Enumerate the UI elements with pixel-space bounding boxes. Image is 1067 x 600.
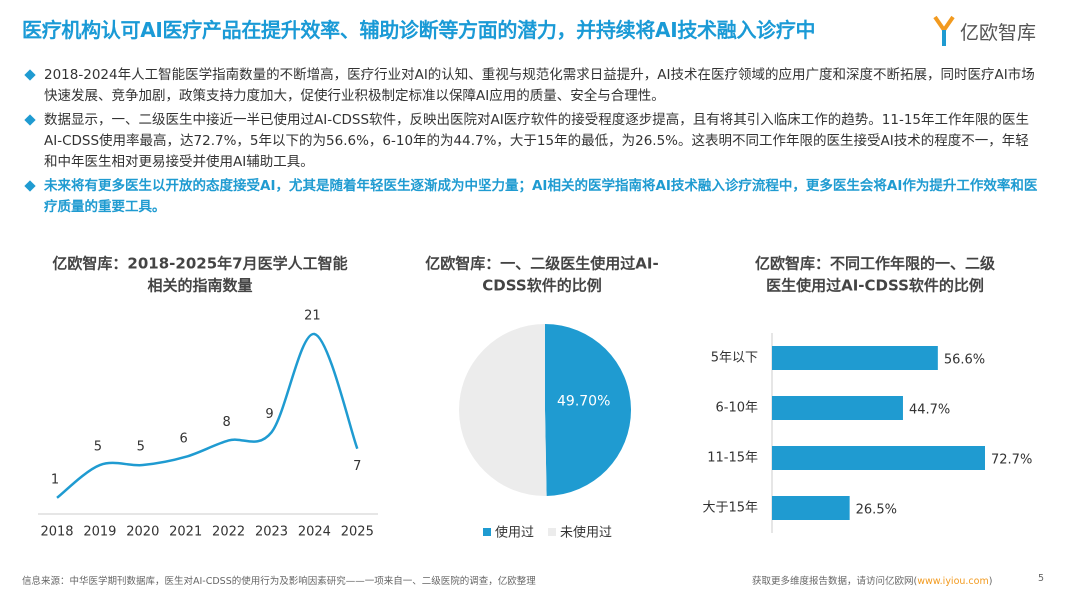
legend-swatch: [483, 528, 491, 536]
bar: [772, 346, 938, 370]
bar: [772, 446, 985, 470]
logo-text: 亿欧智库: [960, 22, 1037, 44]
cta-link[interactable]: www.iyiou.com: [917, 576, 989, 587]
cta-text: ): [988, 576, 993, 587]
logo-icon: [933, 15, 955, 46]
data-label: 72.7%: [991, 453, 1032, 468]
x-tick-label: 2019: [83, 525, 116, 540]
data-label: 49.70%: [557, 394, 610, 410]
bullet: 2018-2024年人工智能医学指南数量的不断增高，医疗行业对AI的认知、重视与…: [22, 65, 1042, 107]
x-tick-label: 2024: [298, 525, 331, 540]
y-tick-label: 6-10年: [715, 401, 758, 416]
chart-title: CDSS软件的比例: [482, 277, 601, 295]
data-label: 21: [304, 309, 321, 324]
bullet-list: 2018-2024年人工智能医学指南数量的不断增高，医疗行业对AI的认知、重视与…: [22, 65, 1042, 221]
pie-slice: [458, 324, 547, 497]
x-tick-label: 2020: [126, 525, 159, 540]
x-tick-label: 2023: [255, 525, 288, 540]
chart-title: 亿欧智库：一、二级医生使用过AI-: [425, 255, 658, 273]
data-label: 1: [51, 472, 59, 487]
pie-slice: [545, 324, 631, 496]
data-label: 6: [180, 431, 188, 446]
data-label: 8: [222, 415, 230, 430]
x-tick-label: 2022: [212, 525, 245, 540]
y-tick-label: 11-15年: [707, 451, 758, 466]
legend-label: 使用过: [495, 525, 534, 541]
data-label: 9: [265, 407, 273, 422]
source-note: 信息来源：中华医学期刊数据库，医生对AI-CDSS的使用行为及影响因素研究——一…: [22, 576, 536, 587]
bar: [772, 496, 850, 520]
x-tick-label: 2018: [40, 525, 73, 540]
y-tick-label: 5年以下: [711, 351, 758, 366]
data-label: 5: [94, 440, 102, 455]
data-label: 44.7%: [909, 403, 950, 418]
y-tick-label: 大于15年: [702, 501, 758, 516]
cta-text: 获取更多维度报告数据，请访问亿欧网(: [752, 576, 918, 587]
legend-label: 未使用过: [560, 525, 612, 541]
x-tick-label: 2021: [169, 525, 202, 540]
slide-title: 医疗机构认可AI医疗产品在提升效率、辅助诊断等方面的潜力，并持续将AI技术融入诊…: [22, 18, 816, 42]
chart-title: 亿欧智库：2018-2025年7月医学人工智能: [52, 255, 347, 273]
data-label: 26.5%: [856, 503, 897, 518]
bar: [772, 396, 903, 420]
data-label: 5: [137, 440, 145, 455]
chart-title: 亿欧智库：不同工作年限的一、二级: [755, 255, 996, 273]
bullet: 未来将有更多医生以开放的态度接受AI，尤其是随着年轻医生逐渐成为中坚力量；AI相…: [22, 176, 1042, 218]
page-number: 5: [1038, 573, 1045, 584]
data-label: 7: [353, 459, 361, 474]
x-tick-label: 2025: [341, 525, 374, 540]
chart-title: 相关的指南数量: [147, 277, 252, 295]
line: [56, 332, 359, 499]
data-label: 56.6%: [944, 353, 985, 368]
legend-swatch: [548, 528, 556, 536]
chart-title: 医生使用过AI-CDSS软件的比例: [766, 277, 984, 295]
cta: 获取更多维度报告数据，请访问亿欧网(www.iyiou.com): [752, 573, 992, 587]
bullet: 数据显示，一、二级医生中接近一半已使用过AI-CDSS软件，反映出医院对AI医疗…: [22, 110, 1042, 173]
